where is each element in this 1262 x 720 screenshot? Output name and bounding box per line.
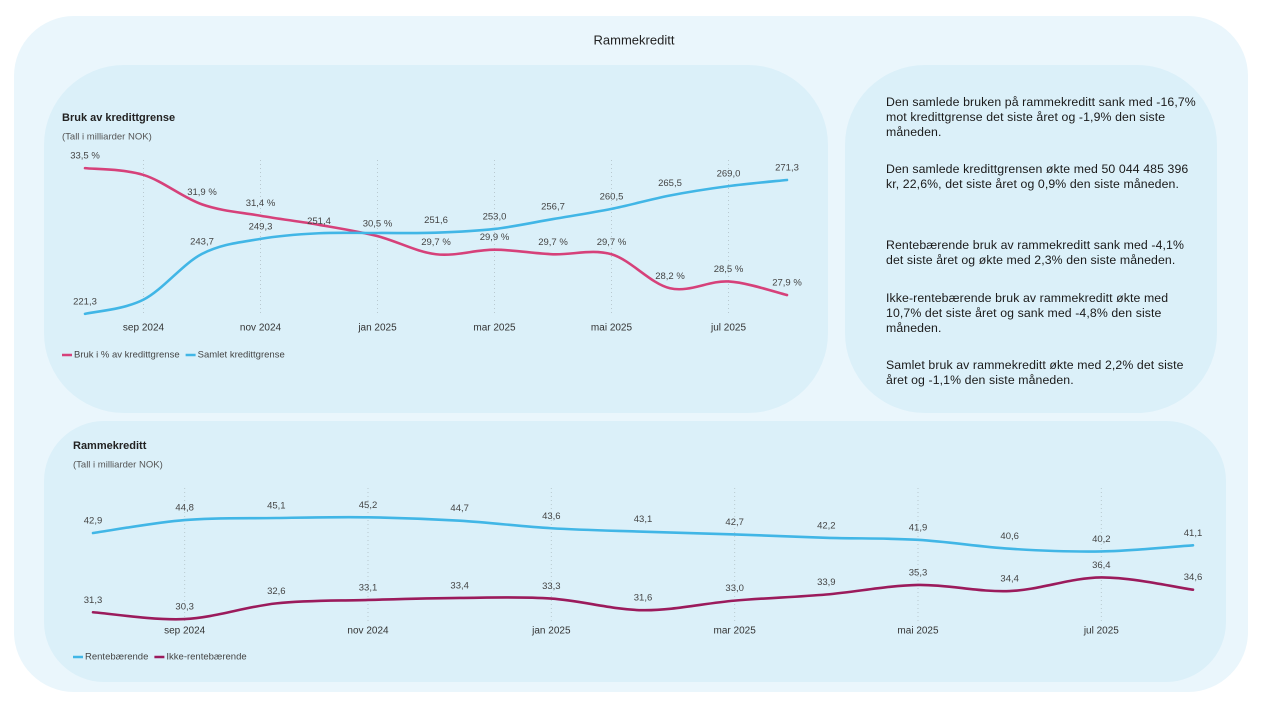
chart-subtitle: (Tall i milliarder NOK) (73, 460, 163, 471)
data-label: 45,2 (359, 500, 378, 511)
data-label: 29,9 % (480, 232, 510, 243)
data-label: 34,4 (1000, 574, 1019, 585)
x-tick-label: mai 2025 (591, 323, 633, 334)
data-label: 260,5 (600, 191, 624, 202)
x-tick-label: nov 2024 (347, 626, 389, 637)
chart-panel (44, 65, 828, 413)
summary-panel (845, 65, 1217, 413)
chart-panel (44, 421, 1226, 682)
x-tick-label: sep 2024 (164, 626, 206, 637)
data-label: 43,6 (542, 511, 561, 522)
x-tick-label: mai 2025 (897, 626, 939, 637)
series-line (83, 166, 789, 297)
data-label: 31,4 % (246, 198, 276, 209)
x-tick-label: sep 2024 (123, 323, 165, 334)
data-label: 27,9 % (772, 278, 802, 289)
data-label: 42,9 (84, 516, 103, 527)
x-tick-label: mar 2025 (473, 323, 516, 334)
data-label: 256,7 (541, 202, 565, 213)
x-tick-label: jul 2025 (1083, 626, 1119, 637)
summary-text: Rentebærende bruk av rammekreditt sank m… (886, 238, 1185, 267)
data-label: 31,9 % (187, 187, 217, 198)
data-label: 34,6 (1184, 572, 1203, 583)
data-label: 40,6 (1000, 531, 1019, 542)
data-label: 33,5 % (70, 151, 100, 162)
data-label: 243,7 (190, 236, 214, 247)
data-label: 30,3 (175, 602, 194, 613)
data-label: 28,5 % (714, 264, 744, 275)
data-label: 33,3 (542, 581, 561, 592)
summary-text: Den samlede kredittgrensen økte med 50 0… (886, 162, 1189, 191)
legend-label: Rentebærende (85, 652, 148, 663)
chart-title: Bruk av kredittgrense (62, 112, 175, 124)
x-tick-label: nov 2024 (240, 323, 282, 334)
series-line (91, 515, 1195, 553)
data-label: 249,3 (249, 221, 273, 232)
data-label: 251,6 (424, 215, 448, 226)
data-label: 35,3 (909, 567, 928, 578)
data-label: 33,9 (817, 577, 836, 588)
data-label: 42,7 (725, 517, 744, 528)
series-line (91, 576, 1195, 621)
summary-text: Ikke-rentebærende bruk av rammekreditt ø… (886, 291, 1169, 335)
data-label: 41,9 (909, 522, 928, 533)
data-label: 251,4 (307, 216, 331, 227)
series-line (83, 178, 789, 316)
data-label: 41,1 (1184, 528, 1203, 539)
data-label: 44,7 (450, 503, 469, 514)
data-label: 33,4 (450, 580, 469, 591)
data-label: 33,0 (725, 583, 744, 594)
data-label: 31,6 (634, 593, 653, 604)
data-label: 44,8 (175, 503, 194, 514)
data-label: 265,5 (658, 178, 682, 189)
data-label: 221,3 (73, 296, 97, 307)
legend-label: Ikke-rentebærende (166, 652, 246, 663)
legend-label: Samlet kredittgrense (198, 350, 285, 361)
summary-text: Samlet bruk av rammekreditt økte med 2,2… (886, 358, 1184, 387)
chart-subtitle: (Tall i milliarder NOK) (62, 132, 152, 143)
data-label: 30,5 % (363, 219, 393, 230)
data-label: 33,1 (359, 582, 378, 593)
x-tick-label: mar 2025 (714, 626, 757, 637)
x-tick-label: jan 2025 (357, 323, 397, 334)
data-label: 36,4 (1092, 560, 1111, 571)
data-label: 43,1 (634, 514, 653, 525)
data-label: 29,7 % (597, 237, 627, 248)
data-label: 32,6 (267, 586, 286, 597)
legend-label: Bruk i % av kredittgrense (74, 350, 180, 361)
data-label: 42,2 (817, 520, 836, 531)
summary-text: Den samlede bruken på rammekreditt sank … (886, 95, 1196, 139)
data-label: 31,3 (84, 595, 103, 606)
data-label: 40,2 (1092, 534, 1111, 545)
data-label: 29,7 % (421, 237, 451, 248)
page-title: Rammekreditt (594, 32, 675, 47)
x-tick-label: jan 2025 (531, 626, 571, 637)
data-label: 269,0 (717, 169, 741, 180)
data-label: 253,0 (483, 211, 507, 222)
data-label: 271,3 (775, 162, 799, 173)
data-label: 45,1 (267, 501, 286, 512)
x-tick-label: jul 2025 (710, 323, 746, 334)
data-label: 28,2 % (655, 271, 685, 282)
data-label: 29,7 % (538, 237, 568, 248)
chart-title: Rammekreditt (73, 440, 147, 452)
